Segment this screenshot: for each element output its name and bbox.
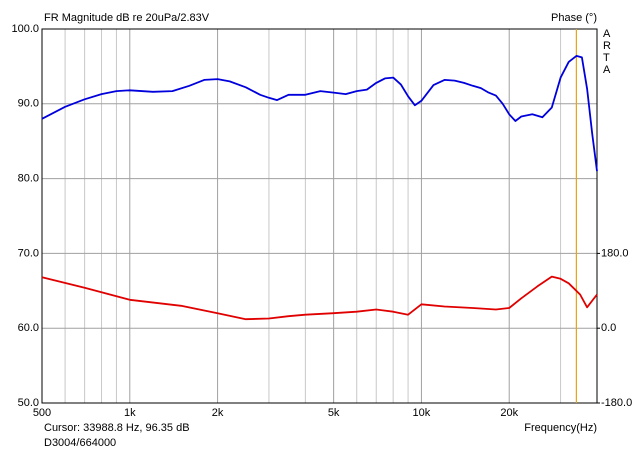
footer: D3004/664000 [44, 437, 116, 449]
plot-frame [41, 28, 598, 404]
chart-title: FR Magnitude dB re 20uPa/2.83V [44, 12, 210, 24]
y-tick-label: 60.0 [18, 322, 39, 334]
x-tick-label: 5k [328, 407, 340, 419]
y2-axis-label: Phase (°) [551, 12, 597, 24]
x-tick-label: 1k [124, 407, 136, 419]
x-tick-label: 10k [413, 407, 431, 419]
y-tick-label: 80.0 [18, 173, 39, 185]
y-tick-label: 70.0 [18, 247, 39, 259]
x-tick-label: 2k [212, 407, 224, 419]
brand-letter: A [603, 28, 611, 40]
x-axis-label: Frequency(Hz) [524, 422, 597, 434]
y2-tick-label: -180.0 [601, 397, 632, 409]
x-tick-label: 500 [33, 407, 51, 419]
brand-letter: T [603, 52, 610, 64]
brand-letter: A [603, 64, 611, 76]
cursor-readout: Cursor: 33988.8 Hz, 96.35 dB [44, 422, 190, 434]
y2-tick-label: 180.0 [601, 247, 629, 259]
brand-letter: R [603, 40, 611, 52]
y2-tick-label: 0.0 [601, 322, 616, 334]
series-line [41, 55, 598, 172]
plot-area [42, 29, 597, 403]
y-tick-label: 100.0 [11, 23, 39, 35]
series-line [41, 275, 598, 321]
y-tick-label: 90.0 [18, 98, 39, 110]
x-tick-label: 20k [500, 407, 518, 419]
y-tick-label: 50.0 [18, 397, 39, 409]
